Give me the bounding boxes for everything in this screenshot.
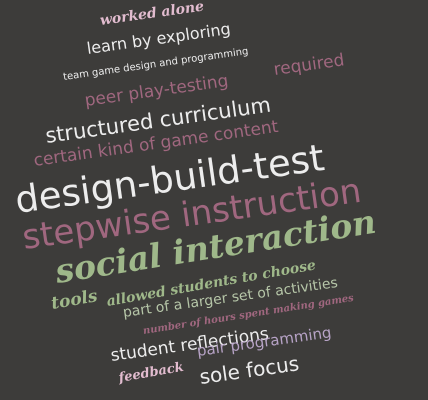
word-required: required: [272, 50, 346, 80]
word-feedback: feedback: [117, 359, 185, 386]
word-sole-focus: sole focus: [197, 351, 301, 389]
word-tools: tools: [49, 286, 100, 314]
